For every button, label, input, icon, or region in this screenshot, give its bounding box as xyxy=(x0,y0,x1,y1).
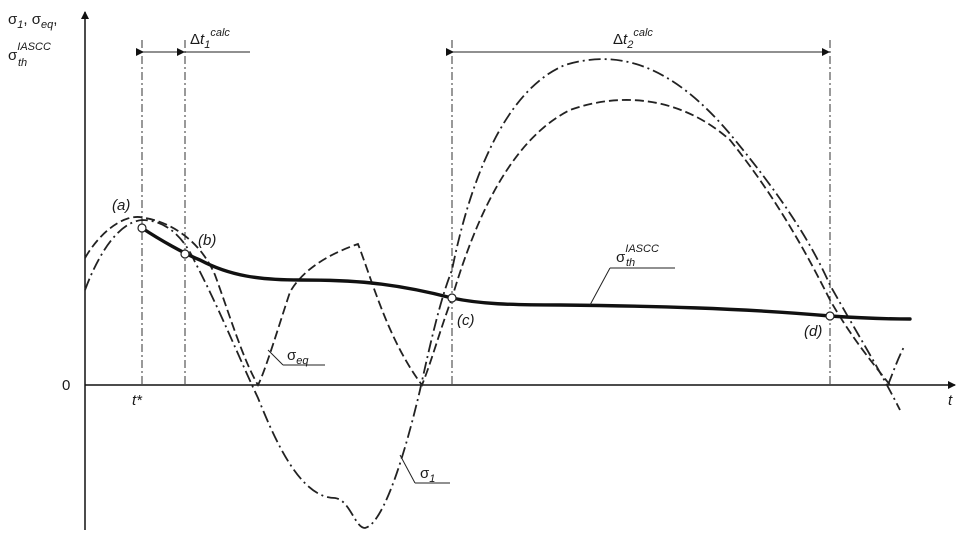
point-a-label: (a) xyxy=(112,197,130,214)
sigma-1-curve xyxy=(84,58,901,529)
dt2-label: Δt2calc xyxy=(613,27,653,51)
point-c xyxy=(447,293,457,303)
x-axis-label: t xyxy=(948,392,953,409)
sigma-th-curve xyxy=(140,226,912,321)
th-leader xyxy=(589,267,611,306)
zero-label: 0 xyxy=(62,377,70,394)
y-axis-label-line2-sub: th xyxy=(18,57,27,69)
dt1-label: Δt1calc xyxy=(190,27,230,51)
point-d-label: (d) xyxy=(804,323,822,340)
tstar-label: t* xyxy=(132,392,143,409)
point-a xyxy=(137,223,147,233)
seq-leader xyxy=(267,349,284,366)
point-c-label: (c) xyxy=(457,312,475,329)
y-axis-label-line2: σIASCC xyxy=(8,41,51,64)
sigma-eq-label: σeq xyxy=(287,347,309,367)
y-axis-label-line1: σ1, σeq, xyxy=(8,11,57,31)
sigma-th-label-sub: th xyxy=(626,257,635,269)
sigma-1-tail xyxy=(887,344,906,386)
point-b-label: (b) xyxy=(198,232,216,249)
sigma-th-label: σIASCC xyxy=(616,243,659,266)
point-b xyxy=(180,249,190,259)
sigma-1-label: σ1 xyxy=(420,465,435,485)
point-d xyxy=(825,311,835,321)
s1-leader xyxy=(399,454,416,484)
